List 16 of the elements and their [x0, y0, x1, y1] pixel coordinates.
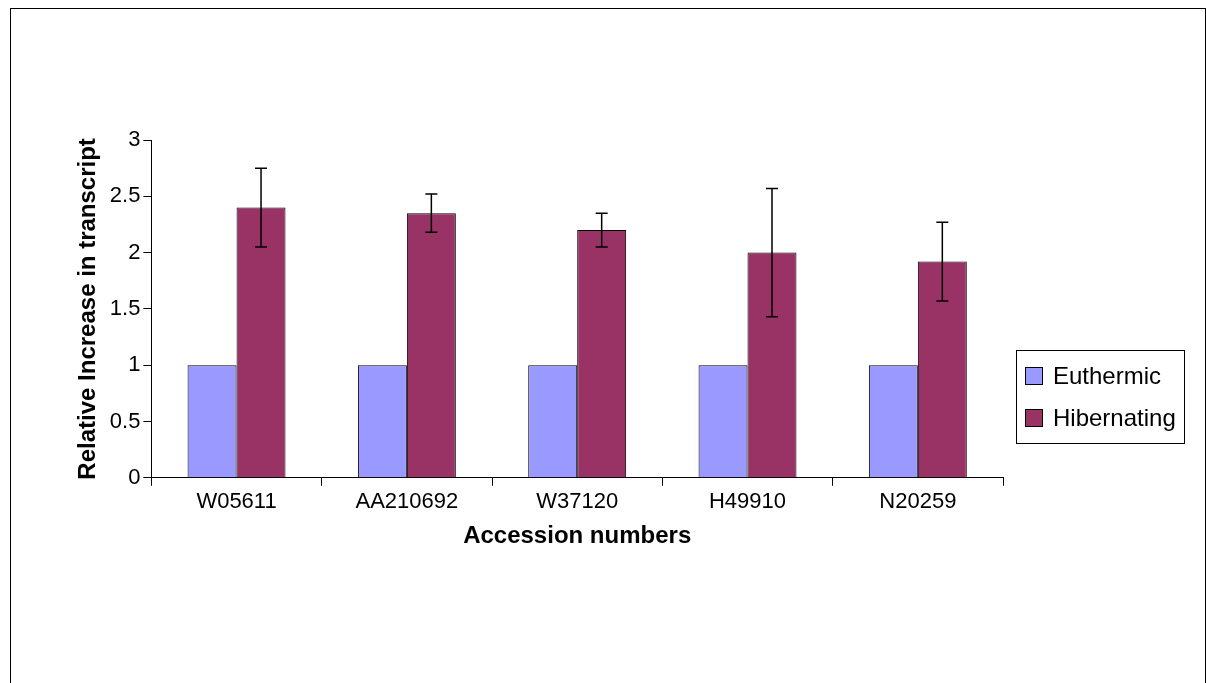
- x-tick-label: W37120: [536, 488, 619, 514]
- legend-label: Euthermic: [1053, 362, 1162, 390]
- legend-label: Hibernating: [1053, 404, 1176, 432]
- y-axis-title: Relative Increase in transcript: [73, 138, 101, 480]
- x-axis-title: Accession numbers: [463, 521, 692, 549]
- y-tick-label: 3: [128, 126, 141, 152]
- y-tick-label: 0: [128, 463, 141, 489]
- x-tick-label: AA210692: [355, 488, 459, 514]
- y-tick-label: 1.5: [109, 294, 141, 320]
- y-tick-label: 0.5: [109, 407, 141, 433]
- y-tick-label: 2: [128, 238, 141, 264]
- y-tick-label: 1: [128, 351, 141, 377]
- x-tick-label: W05611: [196, 488, 277, 514]
- x-tick-label: H49910: [708, 488, 787, 514]
- y-tick-label: 2.5: [109, 182, 141, 208]
- x-tick-label: N20259: [879, 488, 957, 514]
